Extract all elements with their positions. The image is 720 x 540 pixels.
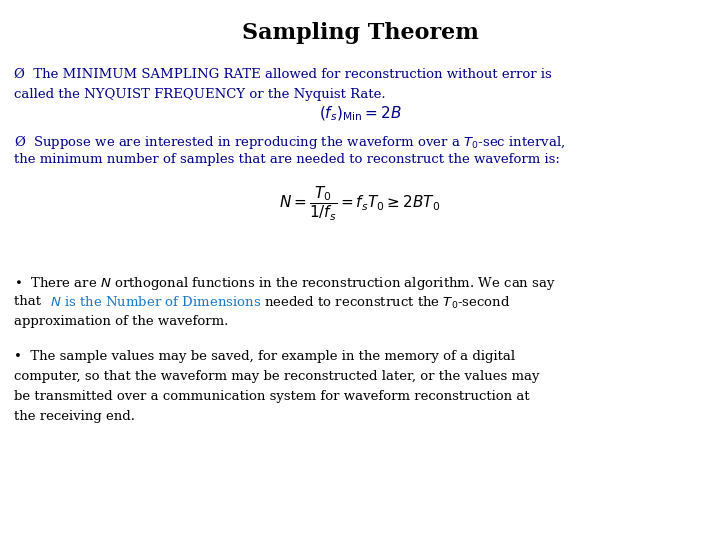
Text: called the NYQUIST FREQUENCY or the Nyquist Rate.: called the NYQUIST FREQUENCY or the Nyqu… bbox=[14, 88, 386, 101]
Text: Sampling Theorem: Sampling Theorem bbox=[242, 22, 478, 44]
Text: $(f_s)_{\mathrm{Min}}=2B$: $(f_s)_{\mathrm{Min}}=2B$ bbox=[319, 105, 401, 124]
Text: $N = \dfrac{T_0}{1/f_s} = f_s T_0 \geq 2BT_0$: $N = \dfrac{T_0}{1/f_s} = f_s T_0 \geq 2… bbox=[279, 185, 441, 223]
Text: be transmitted over a communication system for waveform reconstruction at: be transmitted over a communication syst… bbox=[14, 390, 530, 403]
Text: that: that bbox=[14, 295, 45, 308]
Text: Ø  Suppose we are interested in reproducing the waveform over a $T_0$-sec interv: Ø Suppose we are interested in reproduci… bbox=[14, 133, 565, 151]
Text: needed to reconstruct the $T_0$-second: needed to reconstruct the $T_0$-second bbox=[260, 295, 510, 311]
Text: $N$ is the Number of Dimensions: $N$ is the Number of Dimensions bbox=[50, 295, 261, 309]
Text: the receiving end.: the receiving end. bbox=[14, 410, 135, 423]
Text: approximation of the waveform.: approximation of the waveform. bbox=[14, 315, 228, 328]
Text: •  The sample values may be saved, for example in the memory of a digital: • The sample values may be saved, for ex… bbox=[14, 350, 515, 363]
Text: the minimum number of samples that are needed to reconstruct the waveform is:: the minimum number of samples that are n… bbox=[14, 153, 560, 166]
Text: Ø  The MINIMUM SAMPLING RATE allowed for reconstruction without error is: Ø The MINIMUM SAMPLING RATE allowed for … bbox=[14, 68, 552, 81]
Text: •  There are $N$ orthogonal functions in the reconstruction algorithm. We can sa: • There are $N$ orthogonal functions in … bbox=[14, 275, 556, 292]
Text: computer, so that the waveform may be reconstructed later, or the values may: computer, so that the waveform may be re… bbox=[14, 370, 539, 383]
